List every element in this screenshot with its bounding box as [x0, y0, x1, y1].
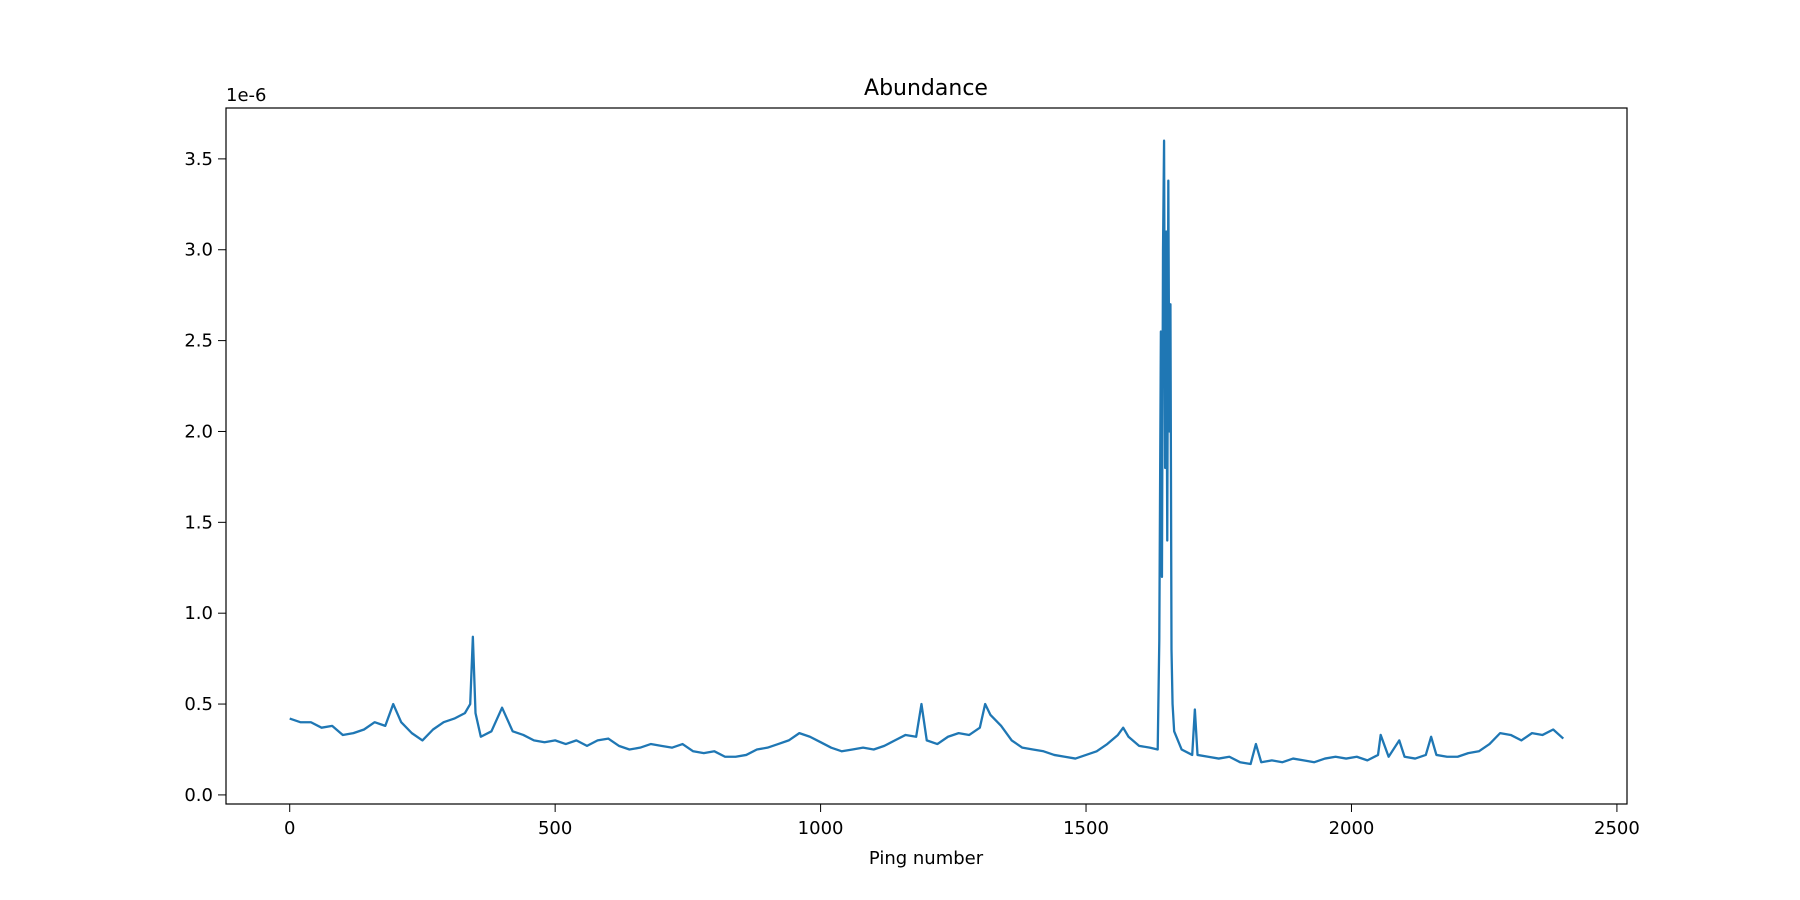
data-line: [289, 139, 1565, 766]
x-axis-label: Ping number: [869, 848, 984, 869]
offset-label: 1e-6: [226, 85, 266, 106]
y-tick-label: 2.0: [184, 421, 213, 442]
x-tick-label: 0: [284, 818, 295, 839]
y-tick-label: 2.5: [184, 331, 213, 352]
x-tick-label: 1500: [1063, 818, 1109, 839]
x-tick-label: 1000: [798, 818, 844, 839]
y-tick-label: 0.5: [184, 694, 213, 715]
plot-frame: [225, 107, 1628, 805]
x-tick-label: 500: [538, 818, 572, 839]
chart-title: Abundance: [864, 76, 988, 101]
x-tick-label: 2500: [1594, 818, 1640, 839]
x-tick-label: 2000: [1329, 818, 1375, 839]
y-tick-label: 3.0: [184, 240, 213, 261]
y-tick-label: 1.5: [184, 512, 213, 533]
y-tick-label: 1.0: [184, 603, 213, 624]
y-tick-label: 0.0: [184, 785, 213, 806]
y-tick-label: 3.5: [184, 149, 213, 170]
